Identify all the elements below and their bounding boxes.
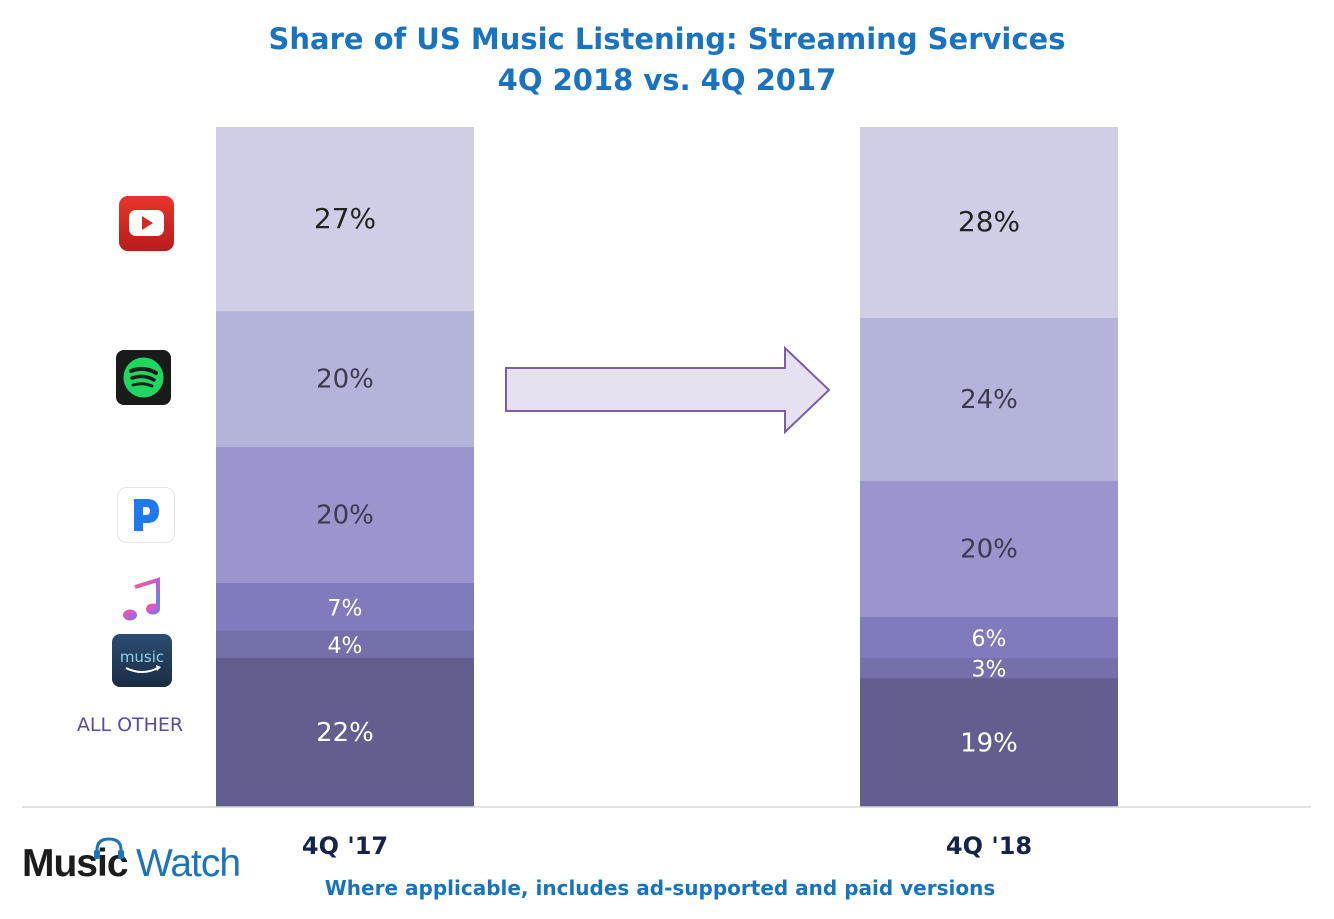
headphone-icon: [94, 837, 124, 859]
bar-segment-pandora-1: [860, 480, 1118, 618]
logo-text-watch: Watch: [136, 842, 241, 885]
bar-segment-amazon-music-1: [860, 657, 1118, 679]
data-label-all-other-0: 22%: [316, 718, 374, 748]
data-label-amazon-music-0: 4%: [328, 634, 363, 659]
bar-segment-all-other-1: [860, 677, 1118, 808]
bar-segment-spotify-0: [216, 310, 474, 448]
youtube-icon: [119, 196, 174, 251]
logo-text-music: Music: [22, 842, 129, 885]
data-label-spotify-0: 20%: [316, 365, 374, 395]
data-label-all-other-1: 19%: [960, 728, 1018, 758]
apple-music-icon: [123, 577, 160, 621]
bar-segment-amazon-music-0: [216, 630, 474, 658]
bar-segment-spotify-1: [860, 317, 1118, 482]
amazon-icon-text: music: [120, 648, 164, 666]
data-label-amazon-music-1: 3%: [972, 658, 1007, 683]
chart-title: Share of US Music Listening: Streaming S…: [268, 22, 1066, 56]
legend-all-other-label: ALL OTHER: [76, 714, 184, 736]
arrow-right-icon: [505, 345, 831, 435]
data-label-youtube-1: 28%: [958, 205, 1020, 238]
bar-segment-apple-music-1: [860, 616, 1118, 658]
data-label-spotify-1: 24%: [960, 385, 1018, 415]
category-label-4q17: 4Q '17: [301, 832, 389, 860]
data-label-apple-music-1: 6%: [972, 627, 1007, 652]
chart-subtitle: 4Q 2018 vs. 4Q 2017: [497, 63, 837, 97]
data-label-apple-music-0: 7%: [328, 596, 363, 621]
category-label-4q18: 4Q '18: [945, 832, 1033, 860]
bar-segment-youtube-1: [860, 127, 1118, 318]
data-label-pandora-0: 20%: [316, 501, 374, 531]
bar-segment-youtube-0: [216, 127, 474, 312]
bar-segment-pandora-0: [216, 446, 474, 584]
pandora-icon: [117, 487, 175, 543]
bar-segment-all-other-0: [216, 657, 474, 808]
spotify-icon: [116, 350, 171, 405]
footnote: Where applicable, includes ad-supported …: [324, 876, 996, 900]
bar-segment-apple-music-0: [216, 582, 474, 631]
data-label-youtube-0: 27%: [314, 202, 376, 235]
amazon-music-icon: music: [112, 634, 172, 687]
data-label-pandora-1: 20%: [960, 535, 1018, 565]
